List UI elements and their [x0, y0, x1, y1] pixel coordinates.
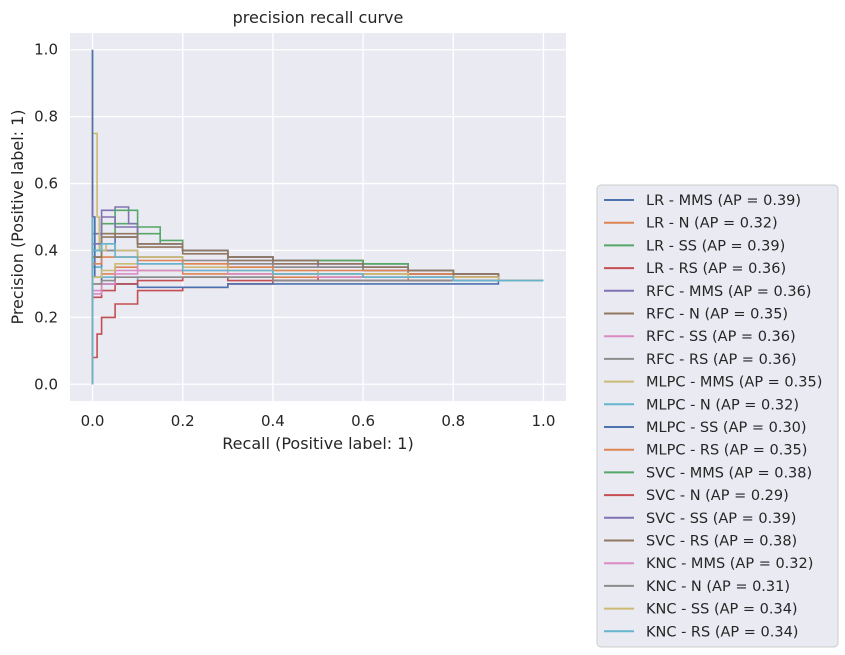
series-line-18 [91, 276, 544, 385]
x-axis-label: Recall (Positive label: 1) [222, 434, 413, 453]
x-tick-label: 0.4 [261, 412, 285, 430]
x-tick-label: 0.6 [351, 412, 375, 430]
y-tick-label: 0.6 [34, 175, 58, 193]
legend-entry: MLPC - N (AP = 0.32) [646, 397, 799, 413]
y-tick-label: 1.0 [34, 41, 58, 59]
legend-entry: KNC - MMS (AP = 0.32) [646, 556, 813, 572]
chart-title: precision recall curve [233, 8, 404, 27]
grid-lines [70, 33, 566, 401]
x-tick-labels: 0.0 0.2 0.4 0.6 0.8 1.0 [81, 412, 556, 430]
legend-entry: LR - MMS (AP = 0.39) [646, 193, 801, 209]
x-tick-label: 0.0 [81, 412, 105, 430]
legend-entry: RFC - MMS (AP = 0.36) [646, 284, 811, 300]
y-tick-label: 0.8 [34, 108, 58, 126]
legend-box [596, 184, 839, 648]
x-tick-label: 0.8 [441, 412, 465, 430]
plot-area [70, 33, 566, 401]
legend-entry: MLPC - RS (AP = 0.35) [646, 443, 807, 459]
legend: LR - MMS (AP = 0.39) LR - N (AP = 0.32) LR… [596, 184, 839, 648]
series-line-11 [91, 49, 544, 385]
legend-entry: KNC - N (AP = 0.31) [646, 579, 790, 595]
x-tick-label: 1.0 [532, 412, 556, 430]
legend-entry: KNC - RS (AP = 0.34) [646, 624, 798, 640]
series-line-20 [91, 217, 544, 385]
legend-entry: LR - SS (AP = 0.39) [646, 238, 785, 254]
y-tick-label: 0.2 [34, 308, 58, 326]
legend-entry: SVC - MMS (AP = 0.38) [646, 465, 812, 481]
legend-entry: LR - N (AP = 0.32) [646, 216, 778, 232]
legend-entry: MLPC - SS (AP = 0.30) [646, 420, 807, 436]
y-axis-label: Precision (Positive label: 1) [8, 109, 27, 324]
series-layer [91, 49, 544, 385]
legend-entry: RFC - SS (AP = 0.36) [646, 329, 796, 345]
legend-entry: RFC - N (AP = 0.35) [646, 307, 788, 323]
y-tick-label: 0.4 [34, 241, 58, 259]
legend-entry: SVC - N (AP = 0.29) [646, 488, 789, 504]
series-line-16 [91, 232, 544, 385]
legend-entry: KNC - SS (AP = 0.34) [646, 602, 798, 618]
legend-entry: MLPC - MMS (AP = 0.35) [646, 375, 822, 391]
y-tick-label: 0.0 [34, 375, 58, 393]
legend-entry: SVC - SS (AP = 0.39) [646, 511, 796, 527]
legend-entry: LR - RS (AP = 0.36) [646, 261, 786, 277]
legend-entry: SVC - RS (AP = 0.38) [646, 534, 797, 550]
x-tick-label: 0.2 [171, 412, 195, 430]
y-tick-labels: 0.0 0.2 0.4 0.6 0.8 1.0 [34, 41, 58, 394]
legend-entry: RFC - RS (AP = 0.36) [646, 352, 797, 368]
